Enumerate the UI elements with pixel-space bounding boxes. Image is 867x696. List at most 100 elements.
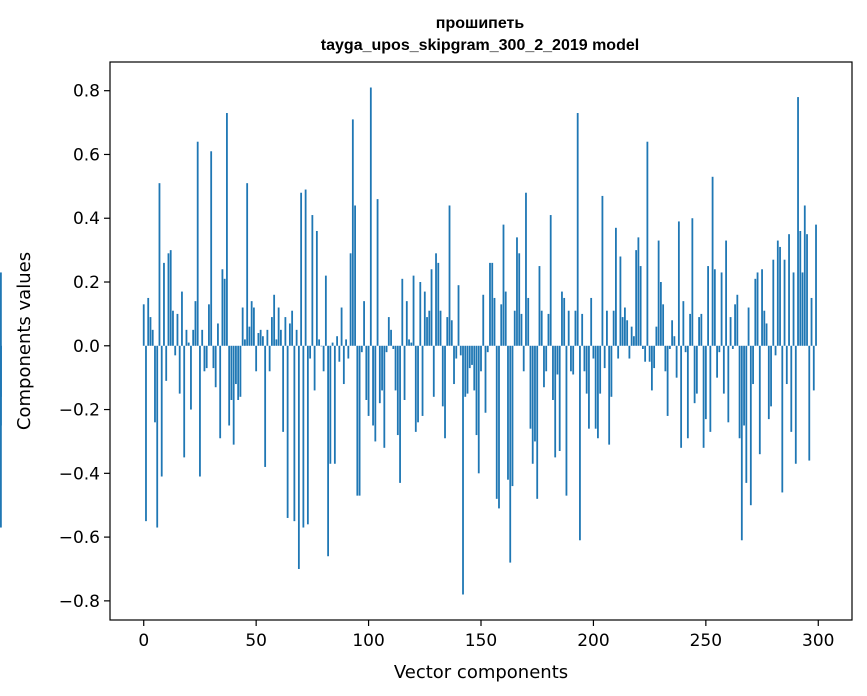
bar-109 <box>387 317 390 346</box>
bar-286 <box>785 345 788 385</box>
bar-168 <box>520 313 523 346</box>
bar-180 <box>547 313 550 346</box>
bar-282 <box>776 240 779 346</box>
bar-103 <box>374 345 377 442</box>
bar-132 <box>439 310 442 346</box>
bar-88 <box>340 307 343 346</box>
bar-248 <box>700 313 703 346</box>
bar-91 <box>347 345 350 359</box>
bar-70 <box>300 192 303 346</box>
bar-260 <box>727 345 730 423</box>
bar-225 <box>648 345 651 362</box>
bar-42 <box>237 345 240 400</box>
bar-39 <box>230 345 233 400</box>
bar-115 <box>401 278 404 346</box>
bar-153 <box>486 345 489 353</box>
bar-292 <box>799 230 802 346</box>
bar-237 <box>675 345 678 378</box>
bar-77 <box>315 230 318 346</box>
x-axis-ticks: 0 50 100 150 200 250 300 <box>138 620 834 651</box>
bar-163 <box>509 345 512 563</box>
bar-208 <box>610 345 613 397</box>
bar-98 <box>363 301 365 346</box>
y-axis-label: Components values <box>14 252 35 430</box>
bar-167 <box>518 253 521 346</box>
bar-214 <box>624 307 626 346</box>
y-tick-label: 0.2 <box>73 273 100 293</box>
bar-113 <box>396 345 399 436</box>
bar-290 <box>794 345 797 464</box>
bar-86 <box>336 336 338 346</box>
bar-72 <box>304 189 307 346</box>
bar-281 <box>774 345 777 356</box>
bar-94 <box>354 205 356 346</box>
bar-136 <box>448 205 451 346</box>
bar-201 <box>594 345 597 429</box>
bar-293 <box>801 272 804 346</box>
bar-255 <box>716 345 718 378</box>
bar-128 <box>430 269 433 346</box>
bar-45 <box>244 339 246 346</box>
bar-178 <box>543 345 545 388</box>
bar-295 <box>806 234 808 346</box>
bar-234 <box>668 345 671 349</box>
bar-170 <box>525 192 527 346</box>
bar-199 <box>590 297 593 346</box>
bar-4 <box>151 329 154 346</box>
bar-25 <box>199 345 201 477</box>
bar-246 <box>695 345 698 394</box>
bar-3 <box>149 317 152 346</box>
bar-152 <box>484 345 487 413</box>
bar-223 <box>644 345 647 362</box>
bar-263 <box>734 304 736 346</box>
bar-283 <box>779 246 781 346</box>
bar-166 <box>516 237 518 346</box>
bar-241 <box>684 345 687 353</box>
bar-69 <box>297 345 300 569</box>
bar-106 <box>381 345 383 391</box>
bar-141 <box>459 345 462 356</box>
bar-7 <box>158 183 161 346</box>
bar-56 <box>268 345 271 372</box>
y-tick-label: −0.4 <box>59 464 100 484</box>
bar-97 <box>360 345 363 353</box>
bar-206 <box>606 310 608 346</box>
bar-274 <box>758 345 761 455</box>
bar-15 <box>176 313 179 346</box>
bar-299 <box>815 224 817 346</box>
bar-275 <box>761 269 763 346</box>
bar-219 <box>635 250 638 346</box>
bar-210 <box>615 227 617 346</box>
bar-26 <box>201 329 204 346</box>
bar-108 <box>385 345 388 353</box>
bar-233 <box>666 345 669 416</box>
bar-200 <box>592 345 595 359</box>
bar-169 <box>522 345 525 372</box>
bar-174 <box>534 345 536 442</box>
bar-2 <box>147 297 150 346</box>
bar-278 <box>767 345 770 420</box>
bar-220 <box>637 237 640 346</box>
bar-93 <box>351 119 354 346</box>
bar-160 <box>502 224 505 346</box>
bar-156 <box>493 297 496 346</box>
bar-99 <box>365 345 368 400</box>
bar-236 <box>673 336 676 346</box>
bar-44 <box>241 307 244 346</box>
bar-65 <box>288 323 291 346</box>
bar-205 <box>603 345 606 369</box>
bar-130 <box>435 253 437 346</box>
bar-190 <box>570 345 572 372</box>
bar-137 <box>450 320 453 346</box>
bar-82 <box>327 345 329 557</box>
bar-217 <box>630 326 633 346</box>
bar-289 <box>792 272 795 346</box>
chart-subtitle: tayga_upos_skipgram_300_2_2019 model <box>321 37 639 54</box>
bar-222 <box>641 345 644 349</box>
bar-265 <box>738 345 741 439</box>
bar-76 <box>313 345 316 391</box>
bar-175 <box>536 345 539 499</box>
y-tick-label: −0.2 <box>59 401 100 421</box>
bar-244 <box>691 218 694 346</box>
bar-119 <box>410 342 413 346</box>
